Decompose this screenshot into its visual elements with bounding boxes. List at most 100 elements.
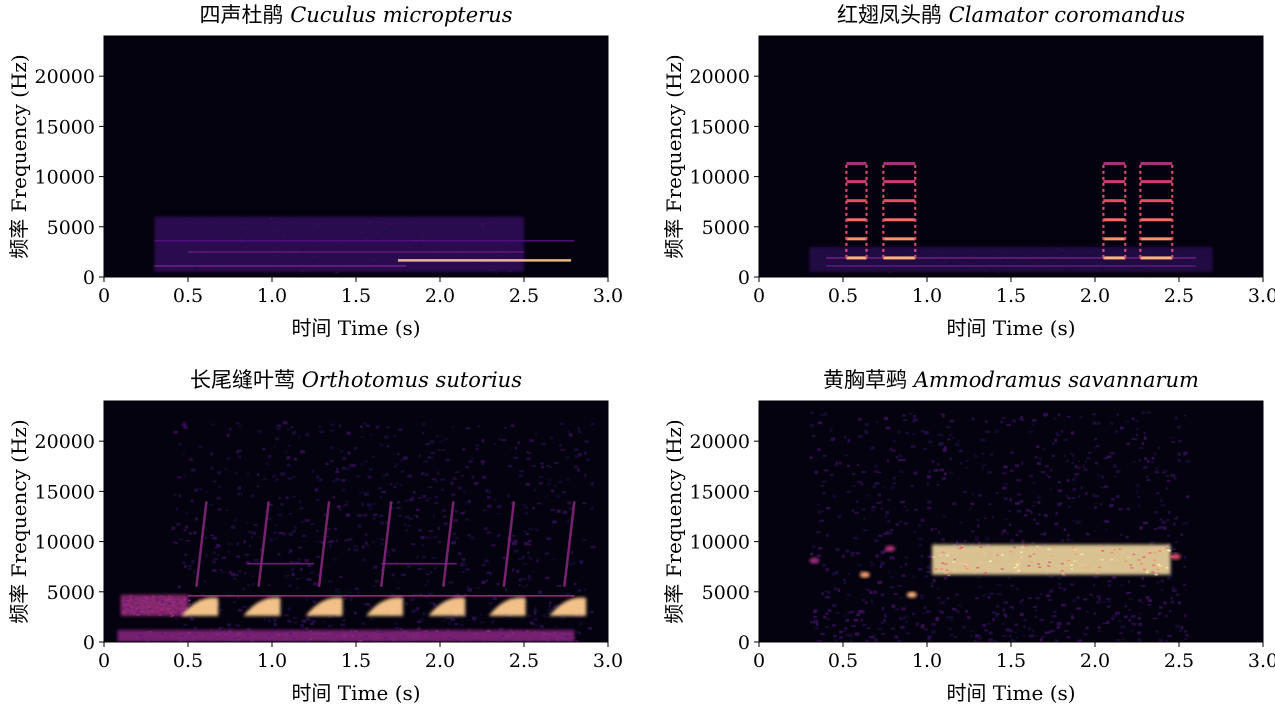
noise-speck [869, 561, 874, 564]
noise-speck [870, 563, 875, 567]
noise-speck [1048, 476, 1051, 478]
band-texture [1027, 565, 1031, 567]
noise-speck [191, 499, 194, 503]
band-texture [1167, 550, 1171, 552]
band-texture [458, 253, 462, 255]
noise-speck [1036, 495, 1041, 499]
sweep-note [549, 597, 587, 616]
sweep-note [243, 597, 281, 616]
noise-speck [939, 413, 945, 415]
noise-speck [437, 471, 440, 475]
band-texture [989, 552, 993, 554]
noise-speck [1119, 533, 1124, 537]
noise-speck [522, 504, 527, 506]
noise-speck [820, 519, 824, 522]
noise-speck [287, 584, 293, 587]
noise-speck [394, 622, 399, 625]
noise-speck [863, 529, 868, 532]
noise-speck [1166, 480, 1171, 482]
noise-speck [1072, 497, 1076, 500]
band-texture [179, 639, 183, 641]
noise-speck [1000, 532, 1005, 536]
noise-speck [1116, 470, 1121, 474]
band-texture [360, 231, 364, 234]
band-texture [1160, 567, 1164, 569]
band-texture [1034, 268, 1038, 270]
harmonic-bar [883, 237, 916, 241]
noise-speck [1138, 599, 1142, 602]
noise-speck [1161, 520, 1167, 524]
band-texture [244, 246, 248, 249]
noise-speck [1082, 464, 1085, 468]
noise-speck [538, 481, 544, 485]
noise-speck [405, 529, 408, 532]
noise-speck [857, 463, 860, 467]
noise-speck [474, 482, 479, 484]
y-tick-label: 20000 [690, 431, 750, 453]
noise-speck [939, 601, 943, 605]
noise-speck [894, 635, 899, 639]
band-texture [344, 262, 348, 265]
band-texture [145, 598, 149, 601]
noise-speck [385, 521, 389, 524]
noise-speck [1072, 487, 1076, 492]
noise-speck [1124, 420, 1130, 423]
band-texture [173, 609, 177, 612]
band-texture [169, 601, 173, 603]
harmonic-bar [883, 162, 916, 166]
noise-speck [879, 564, 883, 568]
band-texture [1142, 249, 1146, 251]
noise-speck [927, 635, 931, 639]
noise-speck [354, 611, 357, 615]
band-texture [147, 606, 151, 608]
band-texture [1012, 258, 1016, 260]
band-texture [1080, 565, 1084, 567]
noise-speck [1154, 528, 1157, 530]
noise-speck [533, 617, 538, 621]
noise-speck [860, 570, 863, 572]
band-texture [382, 638, 386, 641]
noise-speck [967, 616, 971, 619]
noise-speck [457, 485, 460, 489]
noise-speck [842, 615, 847, 618]
noise-speck [493, 443, 496, 446]
noise-speck [952, 502, 957, 506]
band-texture [1000, 554, 1004, 556]
noise-speck [416, 508, 420, 512]
noise-speck [547, 610, 552, 614]
noise-speck [1003, 601, 1008, 605]
noise-speck [250, 531, 253, 534]
noise-speck [363, 513, 368, 517]
noise-speck [273, 531, 277, 534]
noise-speck [172, 492, 177, 497]
noise-speck [483, 527, 489, 530]
noise-speck [1137, 632, 1141, 635]
noise-speck [1121, 638, 1126, 641]
noise-speck [948, 434, 952, 436]
noise-speck [518, 474, 524, 477]
band-texture [167, 598, 171, 600]
noise-speck [1170, 474, 1176, 477]
noise-speck [835, 461, 839, 465]
noise-speck [276, 424, 282, 427]
noise-speck [391, 548, 396, 552]
noise-speck [299, 450, 305, 454]
noise-speck [1118, 508, 1123, 511]
noise-speck [837, 588, 841, 593]
noise-speck [1170, 576, 1173, 578]
noise-speck [1098, 598, 1101, 601]
noise-speck [939, 468, 944, 472]
noise-speck [815, 623, 819, 626]
noise-speck [1094, 505, 1098, 509]
noise-speck [1064, 629, 1069, 633]
noise-speck [1060, 603, 1066, 607]
noise-speck [278, 532, 284, 535]
band-texture [937, 260, 941, 262]
noise-speck [831, 624, 837, 627]
band-texture [952, 568, 956, 571]
noise-speck [197, 487, 201, 490]
band-texture [1152, 564, 1156, 567]
noise-speck [981, 452, 985, 455]
noise-speck [1141, 601, 1144, 604]
harmonic-bar [883, 180, 916, 184]
